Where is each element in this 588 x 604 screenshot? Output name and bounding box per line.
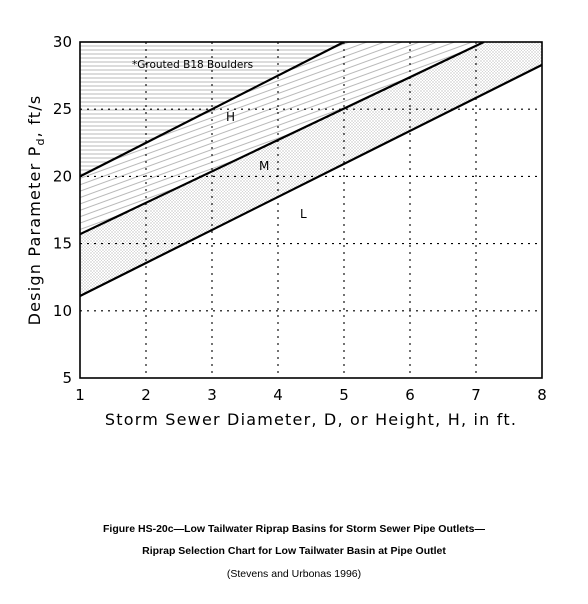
boundary-line-1 [80,42,345,178]
grid-lines [80,42,542,378]
m-region [80,42,542,297]
region-label-l: L [300,207,307,221]
y-axis-label-subscript: d [34,137,47,145]
region-label-h: H [226,110,235,124]
x-tick-label: 7 [471,386,481,404]
x-axis-label: Storm Sewer Diameter, D, or Height, H, i… [105,410,517,429]
boundary-line-3 [80,63,542,297]
figure-caption-source: (Stevens and Urbonas 1996) [226,568,362,580]
x-tick-label: 8 [537,386,547,404]
figure-caption-line-2: Riprap Selection Chart for Low Tailwater… [142,545,446,557]
y-tick-label: 30 [53,33,72,51]
y-axis-label: Design Parameter Pd, ft/s [25,95,47,326]
plot-frame [79,41,543,379]
boundary-line-2 [80,42,485,236]
x-tick-label: 6 [405,386,415,404]
x-tick-label: 3 [207,386,217,404]
y-tick-label: 10 [53,302,72,320]
riprap-selection-chart: 1 2 3 4 5 6 7 8 5 10 15 20 25 30 *Grouted B18 Boulde… [25,33,547,429]
y-tick-label: 25 [53,100,72,118]
grouted-boulders-label: *Grouted B18 Boulders [132,59,253,71]
y-tick-label: 5 [62,369,72,387]
x-tick-label: 4 [273,386,283,404]
region-label-m: M [259,159,269,173]
y-tick-label: 15 [53,235,72,253]
x-tick-label: 1 [75,386,85,404]
x-tick-label: 2 [141,386,151,404]
y-axis-label-main: Design Parameter P [25,146,44,326]
y-axis-label-unit: , ft/s [25,95,44,138]
figure-caption-line-1: Figure HS-20c—Low Tailwater Riprap Basin… [103,523,485,535]
y-tick-label: 20 [53,167,72,185]
x-tick-label: 5 [339,386,349,404]
